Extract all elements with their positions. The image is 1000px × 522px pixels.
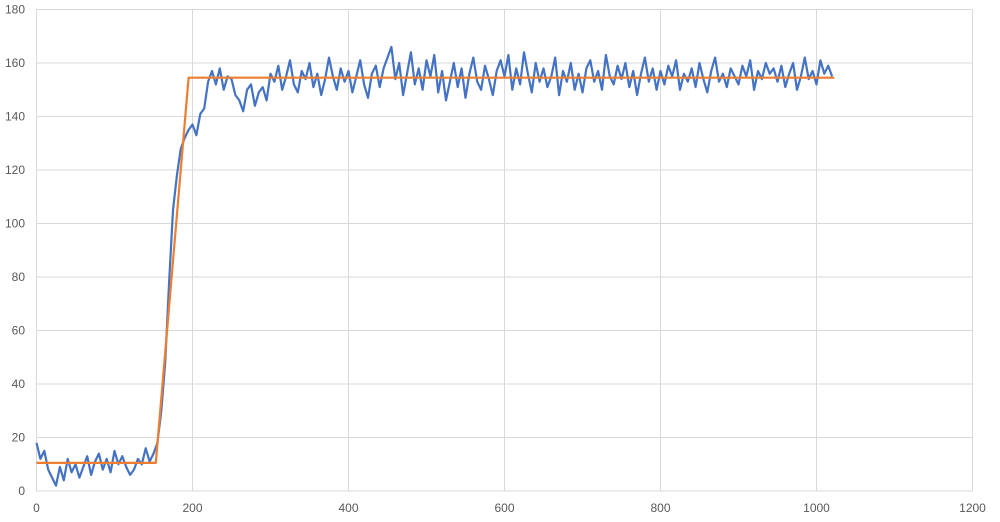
y-tick-label: 20	[12, 431, 26, 445]
y-tick-label: 100	[5, 217, 25, 231]
series-line-2	[36, 76, 835, 464]
y-tick-label: 60	[12, 324, 26, 338]
y-tick-label: 140	[5, 110, 25, 124]
x-tick-label: 600	[494, 501, 514, 515]
y-tick-label: 160	[5, 56, 25, 70]
series-line-1	[35, 45, 834, 487]
x-tick-label: 400	[338, 501, 358, 515]
series-group	[35, 45, 835, 487]
x-tick-label: 1000	[803, 501, 830, 515]
y-tick-label: 180	[5, 3, 25, 17]
x-tick-label: 0	[33, 501, 40, 515]
x-tick-label: 200	[182, 501, 202, 515]
gridlines	[36, 9, 973, 492]
x-axis-ticks: 0 200 400 600 800 1000 1200	[33, 501, 986, 515]
y-tick-label: 80	[12, 270, 26, 284]
y-tick-label: 120	[5, 163, 25, 177]
y-tick-label: 40	[12, 377, 26, 391]
y-axis-ticks: 0 20 40 60 80 100 120 140 160 180	[5, 3, 25, 499]
y-tick-label: 0	[18, 484, 25, 498]
x-tick-label: 800	[650, 501, 670, 515]
x-tick-label: 1200	[959, 501, 986, 515]
